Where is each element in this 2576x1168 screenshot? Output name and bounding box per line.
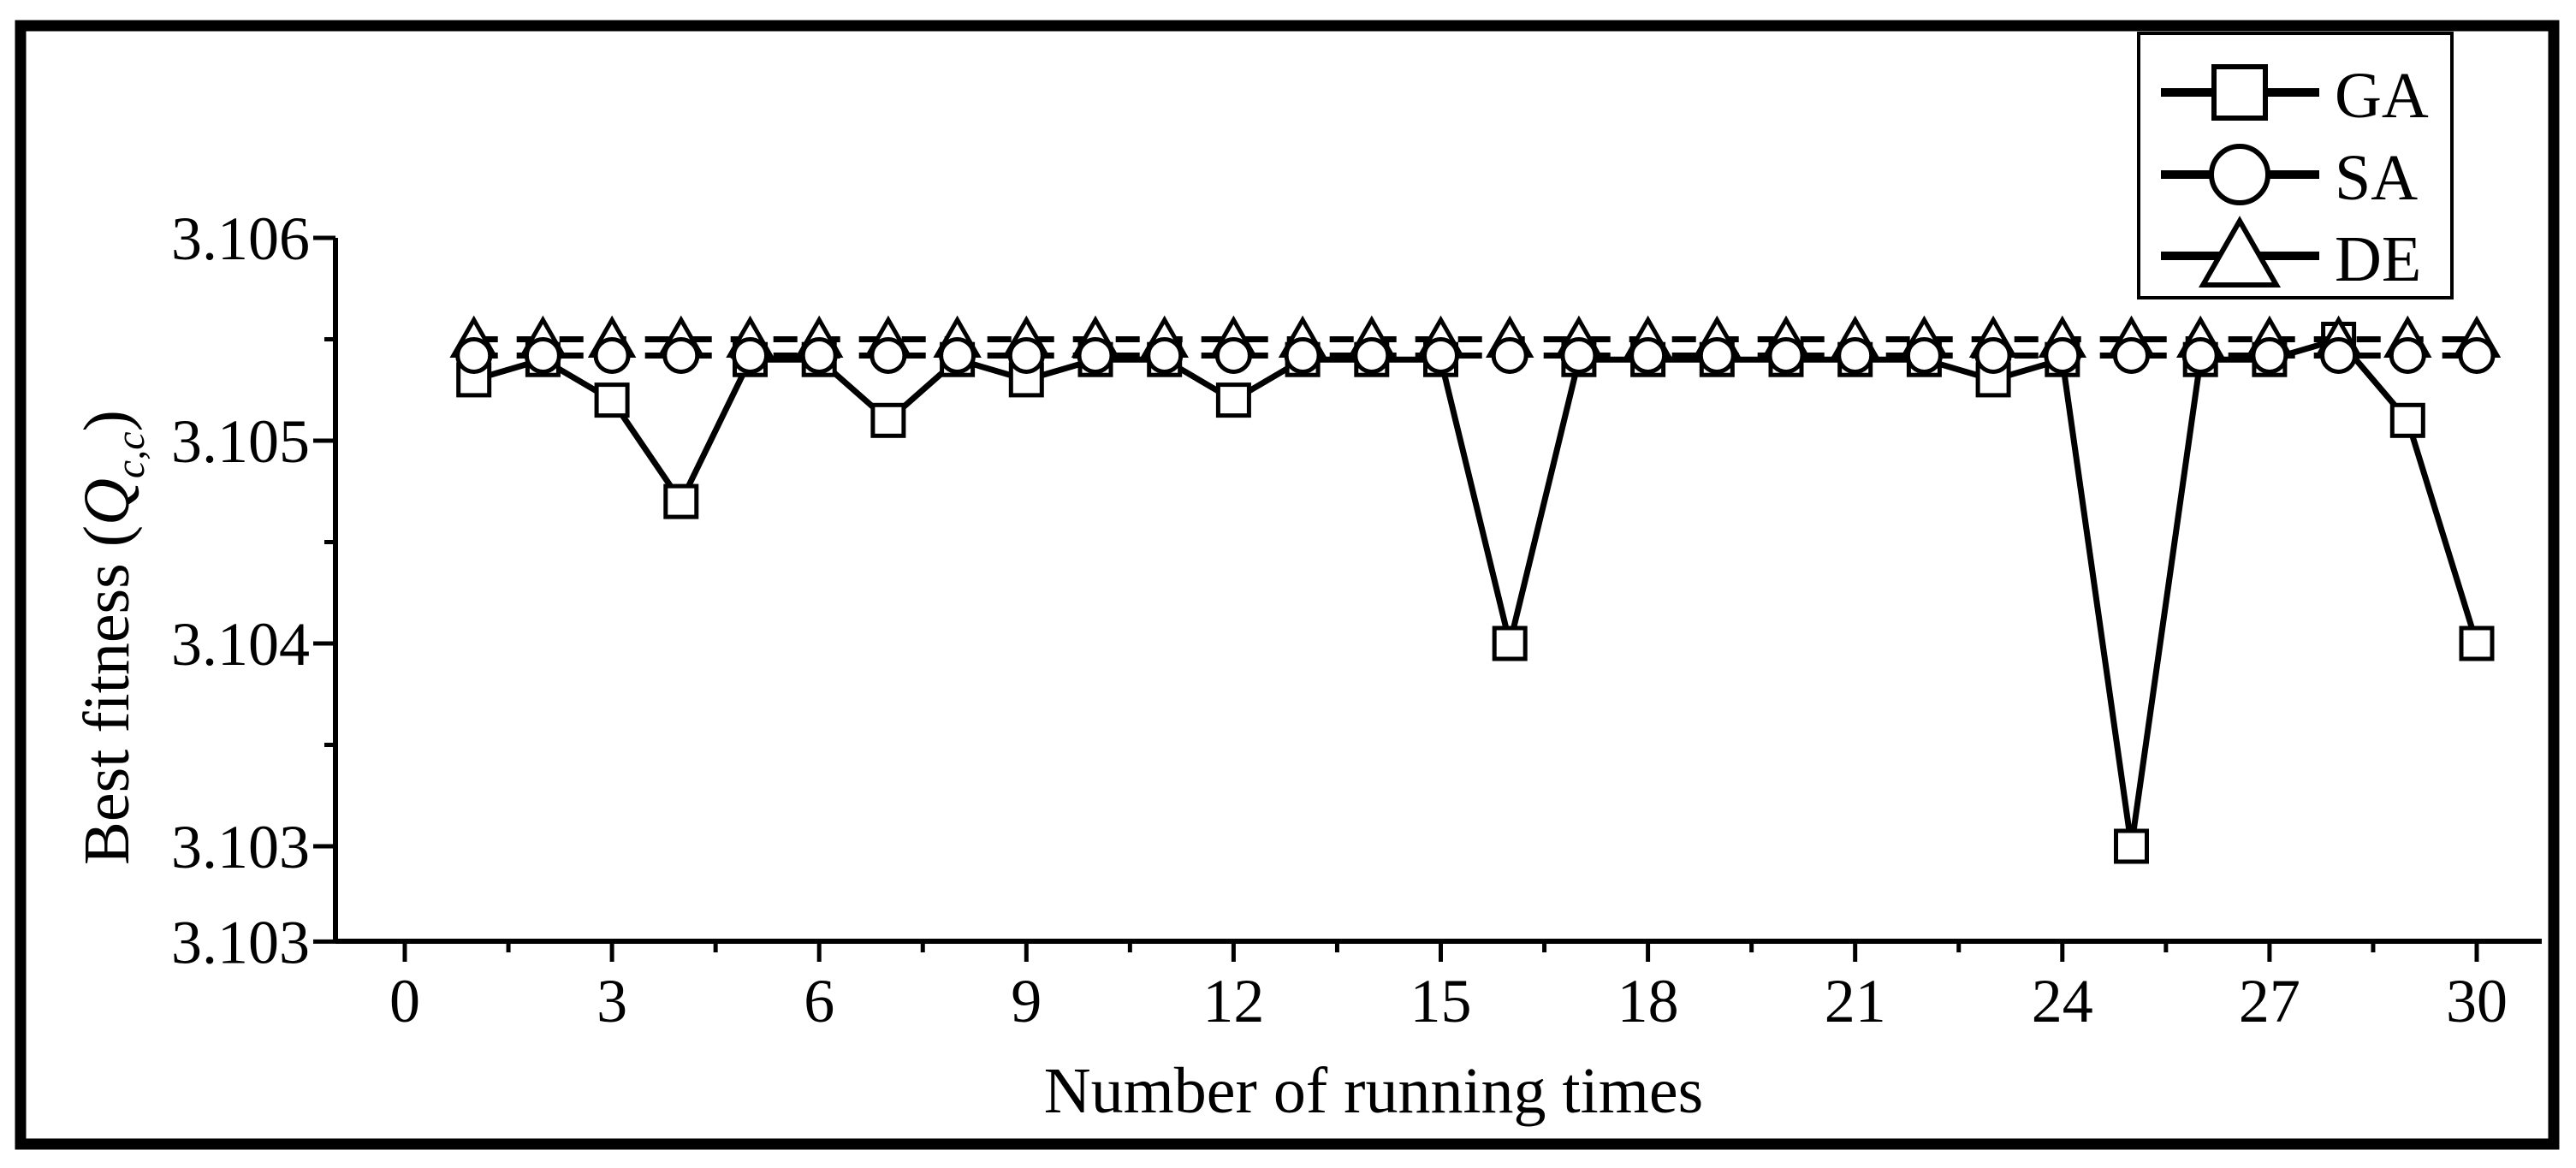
ga-marker: [2389, 402, 2425, 438]
sa-marker: [2181, 336, 2219, 374]
sa-marker: [2458, 336, 2496, 374]
sa-marker: [593, 336, 631, 374]
sa-marker: [524, 336, 561, 374]
legend-entry-de: DE: [2161, 216, 2421, 295]
legend-triangle-icon: [2198, 216, 2282, 288]
sa-marker: [2320, 336, 2358, 374]
ga-marker: [1215, 382, 1251, 418]
ga-line: [472, 335, 2480, 847]
x-tick-label: 30: [2446, 967, 2508, 1035]
y-axis-ticks: 3.106 3.105 3.104 3.103 3.103: [171, 205, 335, 976]
x-axis-ticks: 0 3 6 9 12 15 18 21 24 27 30: [389, 941, 2508, 1035]
y-tick-label: 3.103: [171, 813, 310, 881]
x-tick-label: 27: [2239, 967, 2300, 1035]
sa-marker: [1974, 336, 2012, 374]
ga-marker: [2114, 828, 2149, 864]
ga-marker: [1492, 626, 1528, 661]
sa-marker: [1905, 336, 1943, 374]
legend-entry-sa: SA: [2161, 142, 2418, 214]
x-tick-label: 3: [597, 967, 627, 1035]
ga-marker: [2459, 626, 2495, 661]
x-tick-label: 18: [1617, 967, 1679, 1035]
x-tick-label: 12: [1202, 967, 1264, 1035]
sa-marker: [1491, 336, 1528, 374]
sa-marker: [1837, 336, 1874, 374]
sa-marker: [1560, 336, 1598, 374]
series-GA: [456, 322, 2495, 864]
sa-marker: [1422, 336, 1459, 374]
sa-marker: [2251, 336, 2288, 374]
sa-marker: [662, 336, 700, 374]
sa-marker: [870, 336, 907, 374]
sa-marker: [1767, 336, 1805, 374]
x-tick-label: 15: [1410, 967, 1472, 1035]
y-tick-label: 3.103: [171, 908, 310, 976]
legend: GA SA DE: [2137, 32, 2454, 299]
sa-marker: [2044, 336, 2081, 374]
y-axis-title: Best fitness (Qc,c): [71, 410, 153, 865]
legend-label: DE: [2335, 223, 2421, 295]
figure-border: [15, 20, 2560, 1150]
sa-marker: [1284, 336, 1321, 374]
sa-marker: [455, 336, 493, 374]
sa-marker: [1698, 336, 1736, 374]
sa-marker: [2113, 336, 2150, 374]
sa-marker: [1214, 336, 1252, 374]
sa-marker: [939, 336, 976, 374]
series-SA: [455, 336, 2496, 374]
legend-label: GA: [2335, 60, 2429, 132]
sa-marker: [2389, 336, 2426, 374]
sa-marker: [732, 336, 769, 374]
sa-marker: [1629, 336, 1667, 374]
x-tick-label: 6: [804, 967, 834, 1035]
x-tick-label: 0: [389, 967, 420, 1035]
ga-marker: [663, 483, 699, 519]
x-tick-label: 24: [2032, 967, 2093, 1035]
legend-entry-ga: GA: [2161, 60, 2429, 132]
sa-marker: [1077, 336, 1114, 374]
sa-marker: [1007, 336, 1045, 374]
sa-marker: [800, 336, 838, 374]
y-tick-label: 3.105: [171, 407, 310, 476]
ga-marker: [594, 382, 630, 418]
legend-square-icon: [2211, 64, 2268, 121]
y-tick-label: 3.106: [171, 205, 310, 273]
x-axis-title: Number of running times: [1044, 1055, 1703, 1127]
legend-circle-icon: [2209, 144, 2270, 205]
legend-label: SA: [2335, 142, 2418, 214]
sa-marker: [1353, 336, 1391, 374]
x-tick-label: 21: [1825, 967, 1886, 1035]
y-tick-label: 3.104: [171, 610, 310, 679]
ga-marker: [870, 402, 906, 438]
x-tick-label: 9: [1011, 967, 1042, 1035]
sa-marker: [1146, 336, 1184, 374]
